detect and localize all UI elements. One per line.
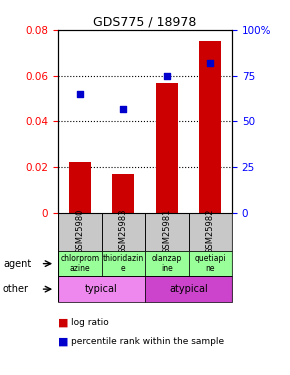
Bar — [102, 251, 145, 276]
Point — [164, 73, 169, 79]
Bar — [58, 276, 145, 302]
Point — [121, 105, 126, 111]
Text: percentile rank within the sample: percentile rank within the sample — [71, 337, 224, 346]
Text: olanzap
ine: olanzap ine — [152, 254, 182, 273]
Bar — [200, 41, 221, 213]
Bar — [113, 174, 134, 213]
Text: GSM25982: GSM25982 — [206, 209, 215, 254]
Text: quetiapi
ne: quetiapi ne — [194, 254, 226, 273]
Bar — [145, 251, 188, 276]
Bar — [69, 162, 90, 213]
Text: thioridazin
e: thioridazin e — [103, 254, 144, 273]
Text: GSM25981: GSM25981 — [162, 209, 171, 254]
Title: GDS775 / 18978: GDS775 / 18978 — [93, 16, 197, 29]
Text: atypical: atypical — [169, 284, 208, 294]
Point — [208, 60, 213, 66]
Text: agent: agent — [3, 259, 31, 268]
Text: GSM25980: GSM25980 — [75, 209, 84, 254]
Bar — [188, 213, 232, 251]
Text: ■: ■ — [58, 336, 68, 346]
Bar — [156, 82, 177, 213]
Text: chlorprom
azine: chlorprom azine — [60, 254, 99, 273]
Text: other: other — [3, 284, 29, 294]
Bar — [188, 251, 232, 276]
Bar — [58, 213, 102, 251]
Bar — [145, 276, 232, 302]
Bar — [58, 251, 102, 276]
Text: log ratio: log ratio — [71, 318, 109, 327]
Text: typical: typical — [85, 284, 118, 294]
Text: GSM25983: GSM25983 — [119, 209, 128, 255]
Bar — [102, 213, 145, 251]
Text: ■: ■ — [58, 318, 68, 327]
Bar — [145, 213, 188, 251]
Point — [77, 91, 82, 97]
